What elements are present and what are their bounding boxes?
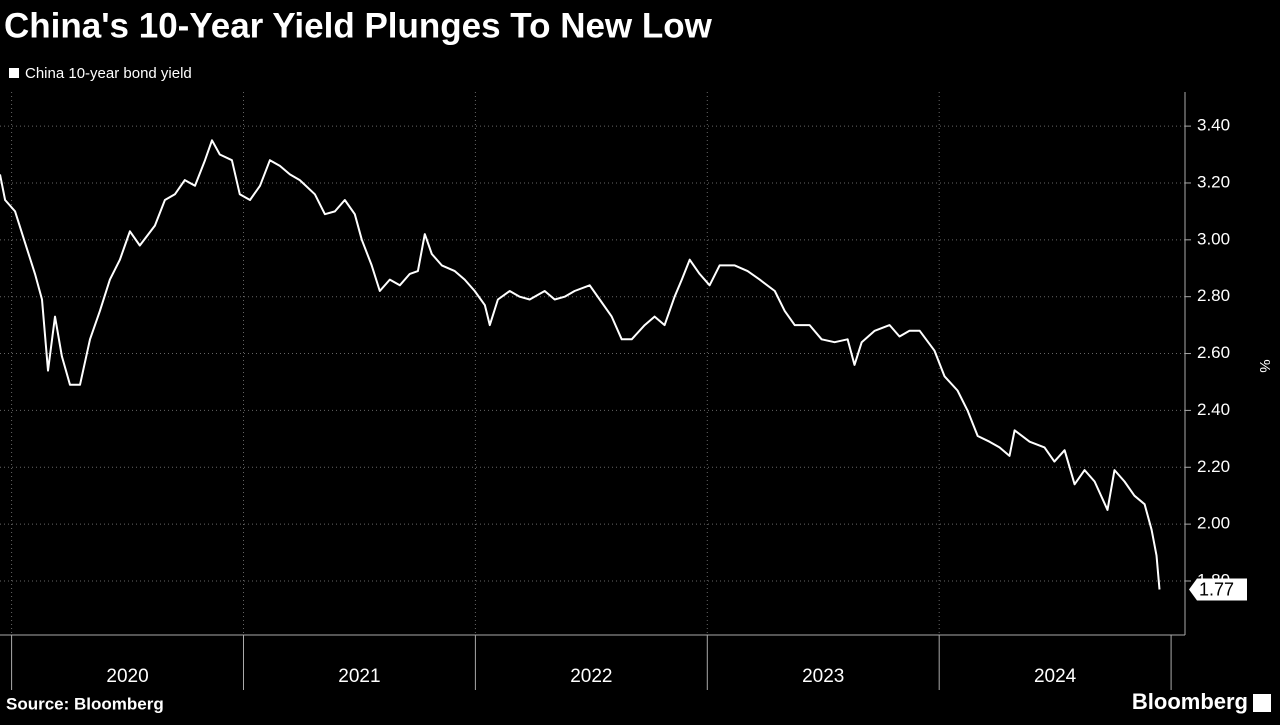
value-label-box [1189, 578, 1247, 601]
y-tick-label: 2.80 [1197, 286, 1230, 305]
line [0, 139, 1161, 590]
value-label: 1.77 [1199, 579, 1234, 599]
legend-swatch [9, 68, 19, 78]
y-tick-label: 3.20 [1197, 172, 1230, 191]
y-tick-label: 3.40 [1197, 116, 1230, 135]
source: Source: Bloomberg [6, 694, 164, 713]
y-tick-label: 2.40 [1197, 400, 1230, 419]
y-tick-label: 2.60 [1197, 343, 1230, 362]
y-tick-label: 2.20 [1197, 457, 1230, 476]
x-tick-label: 2023 [802, 666, 844, 687]
x-tick-label: 2022 [570, 666, 612, 687]
y-axis-label: % [1256, 359, 1273, 372]
x-tick-label: 2021 [338, 666, 380, 687]
x-tick-label: 2020 [106, 666, 148, 687]
brand-icon [1253, 694, 1271, 712]
y-tick-label: 3.00 [1197, 229, 1230, 248]
legend-label: China 10-year bond yield [25, 65, 192, 82]
brand: Bloomberg [1132, 689, 1248, 714]
chart-title: China's 10-Year Yield Plunges To New Low [4, 6, 713, 45]
y-tick-label: 2.00 [1197, 514, 1230, 533]
x-tick-label: 2024 [1034, 666, 1077, 687]
